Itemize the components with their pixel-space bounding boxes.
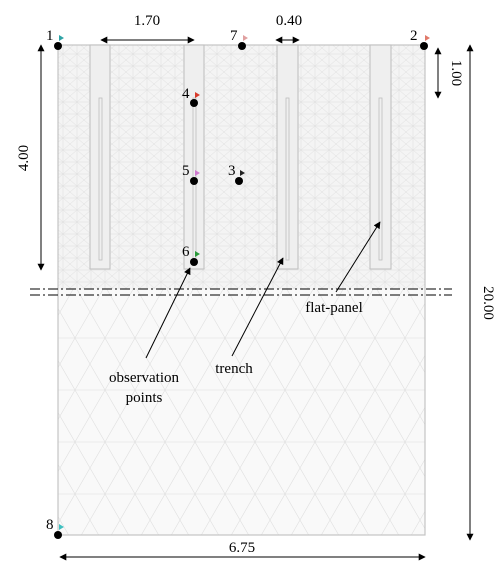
point-2: 2 — [410, 28, 430, 50]
dim-trench-width: 0.40 — [275, 13, 302, 44]
dim-top-width-label: 1.70 — [134, 13, 160, 29]
point-4-flag — [195, 92, 200, 98]
trench-center-right — [276, 44, 299, 270]
point-5-label: 5 — [182, 163, 190, 179]
point-1-flag — [59, 35, 64, 41]
trench-left — [89, 44, 111, 270]
trench-center-left — [183, 44, 205, 270]
dim-total-depth: 20.00 — [466, 44, 496, 541]
dim-top-depth: 1.00 — [434, 47, 464, 99]
soil-domain — [57, 44, 426, 536]
point-3-label: 3 — [228, 163, 236, 179]
point-8-flag — [59, 524, 64, 530]
annotation-arrows — [145, 221, 381, 359]
point-7-label: 7 — [230, 28, 238, 44]
trench-arrow — [231, 257, 284, 357]
trench-label: trench — [215, 361, 253, 377]
lower-coarse-mesh — [58, 289, 425, 535]
point-4-label: 4 — [182, 86, 190, 102]
break-lines — [30, 288, 452, 296]
dim-top-depth-label: 1.00 — [448, 60, 464, 86]
point-1: 1 — [46, 28, 64, 50]
point-6-label: 6 — [182, 244, 190, 260]
observation-label-line1: observation — [109, 370, 179, 386]
dim-total-depth-label: 20.00 — [480, 286, 496, 320]
point-7-flag — [243, 35, 248, 41]
point-3-flag — [240, 170, 245, 176]
dim-trench-width-label: 0.40 — [276, 13, 302, 29]
trench-right — [369, 44, 392, 270]
flat-panel-label: flat-panel — [305, 300, 362, 316]
point-1-label: 1 — [46, 28, 54, 44]
dim-total-width-label: 6.75 — [229, 540, 255, 556]
observation-label-line2: points — [126, 390, 163, 406]
dim-upper-depth-label: 4.00 — [16, 145, 32, 171]
point-5: 5 — [182, 163, 200, 185]
point-8-label: 8 — [46, 517, 54, 533]
trenches — [89, 44, 392, 270]
point-3: 3 — [228, 163, 245, 185]
point-8: 8 — [46, 517, 64, 539]
observation-points: 1 2 3 4 5 6 7 — [46, 28, 430, 539]
observation-arrow — [145, 267, 191, 359]
point-7: 7 — [230, 28, 248, 50]
point-6-flag — [195, 251, 200, 257]
point-2-flag — [425, 35, 430, 41]
point-5-flag — [195, 170, 200, 176]
point-4: 4 — [182, 86, 200, 107]
point-6: 6 — [182, 244, 200, 266]
point-2-label: 2 — [410, 28, 418, 44]
dim-total-width: 6.75 — [59, 540, 426, 561]
dim-top-width: 1.70 — [100, 13, 195, 44]
dim-upper-depth: 4.00 — [16, 44, 45, 271]
flat-panel-arrow — [335, 221, 381, 293]
